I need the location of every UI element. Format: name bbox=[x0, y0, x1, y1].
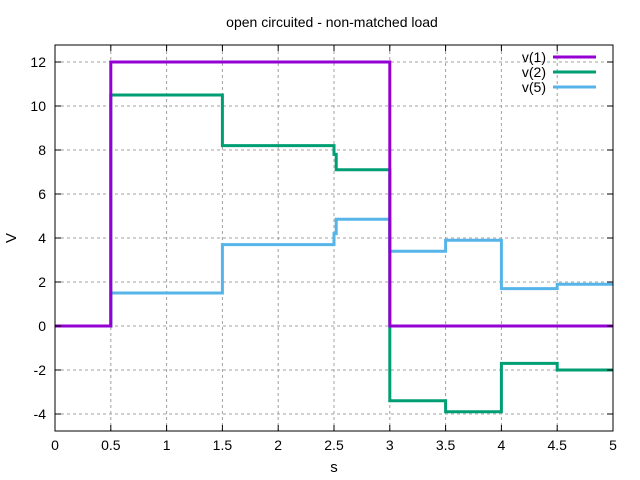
x-axis-ticks: 0 0.5 1 1.5 2 2.5 3 3.5 4 4.5 5 bbox=[51, 45, 617, 453]
legend: v(1)v(2)v(5) bbox=[522, 49, 596, 95]
x-tick-label: 5 bbox=[609, 437, 617, 453]
y-axis-label: V bbox=[3, 233, 20, 243]
x-tick-label: 3.5 bbox=[436, 437, 456, 453]
y-tick-label: 6 bbox=[38, 186, 46, 202]
y-tick-label: 10 bbox=[30, 98, 46, 114]
data-series bbox=[55, 60, 613, 414]
series-line-v2 bbox=[55, 93, 613, 414]
legend-label: v(1) bbox=[522, 49, 546, 65]
chart-title: open circuited - non-matched load bbox=[226, 14, 438, 30]
x-tick-label: 4 bbox=[498, 437, 506, 453]
series-line-v1 bbox=[55, 60, 613, 328]
y-tick-label: 2 bbox=[38, 274, 46, 290]
x-tick-label: 2 bbox=[274, 437, 282, 453]
series-line-v5 bbox=[55, 217, 613, 328]
x-tick-label: 3 bbox=[386, 437, 394, 453]
legend-label: v(5) bbox=[522, 79, 546, 95]
x-tick-label: 4.5 bbox=[547, 437, 567, 453]
x-axis-label: s bbox=[330, 459, 338, 476]
x-tick-label: 0.5 bbox=[101, 437, 121, 453]
x-tick-label: 2.5 bbox=[324, 437, 344, 453]
x-tick-label: 1.5 bbox=[213, 437, 233, 453]
legend-label: v(2) bbox=[522, 64, 546, 80]
y-tick-label: 8 bbox=[38, 142, 46, 158]
y-axis-ticks: -4 -2 0 2 4 6 8 10 12 bbox=[30, 54, 613, 422]
y-tick-label: 4 bbox=[38, 230, 46, 246]
y-tick-label: 12 bbox=[30, 54, 46, 70]
x-tick-label: 1 bbox=[163, 437, 171, 453]
y-tick-label: -2 bbox=[34, 362, 47, 378]
y-tick-label: -4 bbox=[34, 406, 47, 422]
y-tick-label: 0 bbox=[38, 318, 46, 334]
x-tick-label: 0 bbox=[51, 437, 59, 453]
